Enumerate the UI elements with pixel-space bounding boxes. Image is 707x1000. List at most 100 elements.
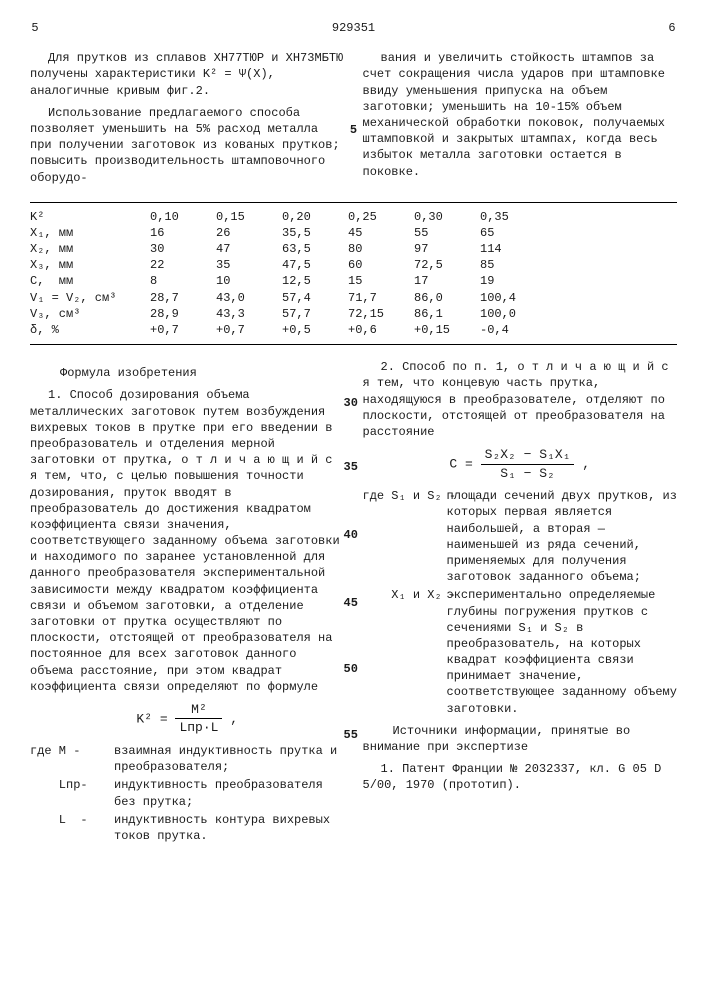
where-symbol: Lпр- xyxy=(30,777,114,809)
claims-right-column: 2. Способ по п. 1, о т л и ч а ю щ и й с… xyxy=(363,359,678,846)
line-number: 35 xyxy=(344,459,358,475)
table-row: X₁, мм162635,5455565 xyxy=(30,225,677,241)
page-num-right: 6 xyxy=(667,20,677,36)
table-cell: 19 xyxy=(480,273,546,289)
table-row: V₃, см³28,943,357,772,1586,1100,0 xyxy=(30,306,677,322)
table-cell: 47,5 xyxy=(282,257,348,273)
formula-denominator: S₁ − S₂ xyxy=(481,465,575,483)
table-row: K²0,100,150,200,250,300,35 xyxy=(30,209,677,225)
row-label: X₂, мм xyxy=(30,241,150,257)
table-cell: 12,5 xyxy=(282,273,348,289)
table-cell: 55 xyxy=(414,225,480,241)
where-description: площади сечений двух прутков, из которых… xyxy=(447,488,678,585)
table-cell: 72,5 xyxy=(414,257,480,273)
table-cell: 0,30 xyxy=(414,209,480,225)
table-cell: 72,15 xyxy=(348,306,414,322)
data-table: K²0,100,150,200,250,300,35X₁, мм162635,5… xyxy=(30,202,677,346)
table-cell: 0,25 xyxy=(348,209,414,225)
claim-2: 2. Способ по п. 1, о т л и ч а ю щ и й с… xyxy=(363,359,678,440)
table-cell: 28,7 xyxy=(150,290,216,306)
paragraph: Для прутков из сплавов ХН77ТЮР и ХН73МБТ… xyxy=(30,50,345,99)
table-cell: +0,5 xyxy=(282,322,348,338)
table-cell: 100,0 xyxy=(480,306,546,322)
table-row: δ, %+0,7+0,7+0,5+0,6+0,15-0,4 xyxy=(30,322,677,338)
table-row: С, мм81012,5151719 xyxy=(30,273,677,289)
where-line: где S₁ и S₂ -площади сечений двух прутко… xyxy=(363,488,678,585)
table-cell: 60 xyxy=(348,257,414,273)
table-cell: 86,1 xyxy=(414,306,480,322)
table-cell: 0,15 xyxy=(216,209,282,225)
where-list-right: где S₁ и S₂ -площади сечений двух прутко… xyxy=(363,488,678,717)
formula-c: C = S₂X₂ − S₁X₁ S₁ − S₂ , xyxy=(363,446,678,482)
top-left-column: Для прутков из сплавов ХН77ТЮР и ХН73МБТ… xyxy=(30,50,345,192)
row-label: X₃, мм xyxy=(30,257,150,273)
where-list-left: где M -взаимная индуктивность прутка и п… xyxy=(30,743,345,844)
top-columns: 5 Для прутков из сплавов ХН77ТЮР и ХН73М… xyxy=(30,50,677,192)
where-symbol: где M - xyxy=(30,743,114,775)
table-cell: 65 xyxy=(480,225,546,241)
claims-title: Формула изобретения xyxy=(30,365,345,381)
table-cell: 28,9 xyxy=(150,306,216,322)
table-cell: 71,7 xyxy=(348,290,414,306)
row-label: δ, % xyxy=(30,322,150,338)
page-num-left: 5 xyxy=(30,20,40,36)
table-cell: 85 xyxy=(480,257,546,273)
table-cell: 80 xyxy=(348,241,414,257)
claim-1: 1. Способ дозирования объема металлическ… xyxy=(30,387,345,695)
formula-numerator: S₂X₂ − S₁X₁ xyxy=(481,446,575,465)
formula-numerator: M² xyxy=(175,701,222,720)
where-description: индуктивность контура вихревых токов пру… xyxy=(114,812,345,844)
table-cell: 57,4 xyxy=(282,290,348,306)
where-description: взаимная индуктивность прутка и преобраз… xyxy=(114,743,345,775)
table-cell: 10 xyxy=(216,273,282,289)
line-number: 55 xyxy=(344,727,358,743)
table-cell: -0,4 xyxy=(480,322,546,338)
table-cell: +0,7 xyxy=(150,322,216,338)
table-cell: 0,35 xyxy=(480,209,546,225)
table-cell: 57,7 xyxy=(282,306,348,322)
table-cell: 15 xyxy=(348,273,414,289)
table-row: X₂, мм304763,58097114 xyxy=(30,241,677,257)
line-number: 50 xyxy=(344,661,358,677)
row-label: V₃, см³ xyxy=(30,306,150,322)
row-label: X₁, мм xyxy=(30,225,150,241)
table-row: X₃, мм223547,56072,585 xyxy=(30,257,677,273)
table-cell: +0,7 xyxy=(216,322,282,338)
table-cell: +0,6 xyxy=(348,322,414,338)
where-line: L -индуктивность контура вихревых токов … xyxy=(30,812,345,844)
paragraph: вания и увеличить стойкость штампов за с… xyxy=(363,50,678,180)
claims-left-column: Формула изобретения 1. Способ дозировани… xyxy=(30,359,345,846)
table-cell: 0,10 xyxy=(150,209,216,225)
line-number: 5 xyxy=(350,122,357,138)
line-number: 30 xyxy=(344,395,358,411)
where-symbol: L - xyxy=(30,812,114,844)
table-cell: 0,20 xyxy=(282,209,348,225)
page-header: 5 929351 6 xyxy=(30,20,677,36)
table-cell: 63,5 xyxy=(282,241,348,257)
table-cell: 86,0 xyxy=(414,290,480,306)
table-cell: 17 xyxy=(414,273,480,289)
where-symbol: где S₁ и S₂ - xyxy=(363,488,447,585)
where-description: экспериментально определяемые глубины по… xyxy=(447,587,678,717)
table-cell: 8 xyxy=(150,273,216,289)
where-line: X₁ и X₂ -экспериментально определяемые г… xyxy=(363,587,678,717)
table-cell: 30 xyxy=(150,241,216,257)
paragraph: Использование предлагаемого способа позв… xyxy=(30,105,345,186)
line-number: 45 xyxy=(344,595,358,611)
table-cell: 114 xyxy=(480,241,546,257)
where-description: индуктивность преобразователя без прутка… xyxy=(114,777,345,809)
table-cell: 43,0 xyxy=(216,290,282,306)
where-line: Lпр-индуктивность преобразователя без пр… xyxy=(30,777,345,809)
formula-lhs: K² = xyxy=(136,711,167,726)
table-row: V₁ = V₂, см³28,743,057,471,786,0100,4 xyxy=(30,290,677,306)
formula-k2: K² = M² Lпр·L , xyxy=(30,701,345,737)
sources-heading: Источники информации, принятые во вниман… xyxy=(363,723,678,755)
reference: 1. Патент Франции № 2032337, кл. G 05 D … xyxy=(363,761,678,793)
formula-lhs: C = xyxy=(449,457,472,472)
table-cell: 100,4 xyxy=(480,290,546,306)
top-right-column: вания и увеличить стойкость штампов за с… xyxy=(363,50,678,192)
row-label: V₁ = V₂, см³ xyxy=(30,290,150,306)
table-cell: 97 xyxy=(414,241,480,257)
formula-denominator: Lпр·L xyxy=(175,719,222,737)
table-cell: 47 xyxy=(216,241,282,257)
